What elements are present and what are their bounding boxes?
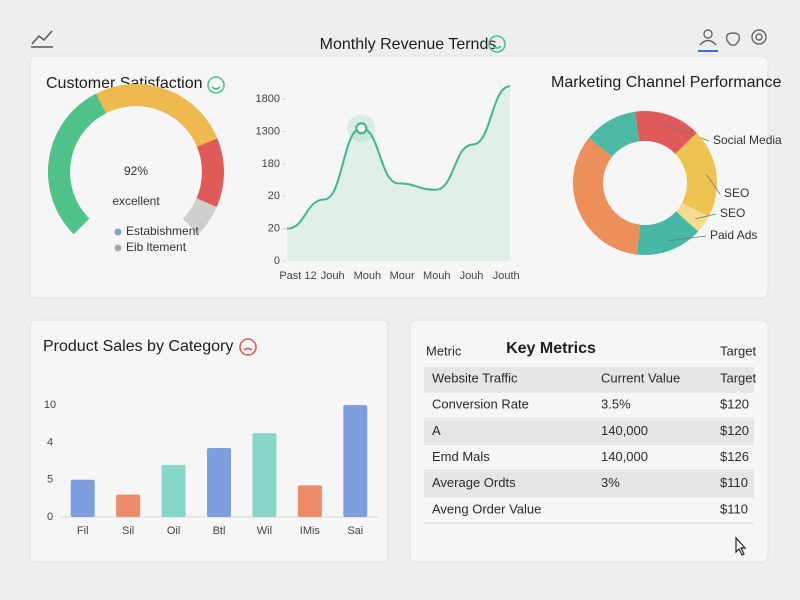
donut-label: SEO xyxy=(724,186,749,200)
cell-target: $120 xyxy=(720,397,749,412)
bar-title: Product Sales by Category xyxy=(43,338,233,355)
bar xyxy=(70,479,95,517)
cell-value: 3% xyxy=(601,475,620,490)
bar xyxy=(161,464,186,517)
cell-target: $120 xyxy=(720,423,749,438)
y-tick-label: 1300 xyxy=(256,125,280,137)
x-tick-label: Past 12 xyxy=(279,270,316,282)
cell-metric: Conversion Rate xyxy=(432,397,529,412)
bar xyxy=(116,494,141,517)
x-tick-label: Wil xyxy=(257,525,272,537)
y-tick-label: 0 xyxy=(274,255,280,267)
legend-label: Estabishment xyxy=(126,224,199,238)
y-tick-label: 10 xyxy=(44,399,56,411)
user-icons[interactable] xyxy=(698,29,767,52)
app-logo[interactable] xyxy=(31,30,53,48)
legend-dot xyxy=(114,244,122,252)
x-tick-label: Mour xyxy=(390,270,415,282)
cell-metric: A xyxy=(432,423,441,438)
x-tick-label: Mouh xyxy=(423,270,451,282)
leader-line xyxy=(695,213,717,220)
bar xyxy=(343,405,368,517)
cell-metric: Emd Mals xyxy=(432,449,490,464)
y-tick-label: 1800 xyxy=(256,93,280,105)
leader-line xyxy=(665,124,710,142)
cell-value: Current Value xyxy=(601,370,680,385)
leader-line xyxy=(666,235,707,242)
donut-label: Social Media xyxy=(713,133,782,147)
gauge-value: 92% xyxy=(124,164,148,178)
row-band xyxy=(424,471,754,496)
y-tick-label: 0 xyxy=(47,511,53,523)
y-tick-label: 4 xyxy=(47,436,53,448)
smiley xyxy=(239,338,257,356)
x-tick-label: Oil xyxy=(167,525,180,537)
x-tick-label: Mouh xyxy=(354,270,382,282)
x-tick-label: Sil xyxy=(122,525,134,537)
table-column: Metric xyxy=(426,343,462,358)
smiley xyxy=(207,76,225,94)
leader-line xyxy=(706,174,721,195)
cell-value: 3.5% xyxy=(601,397,631,412)
row-band xyxy=(424,367,754,391)
donut-slice xyxy=(675,132,717,217)
cell-target: $110 xyxy=(720,501,748,516)
table-column: Target xyxy=(720,343,757,358)
gauge-caption: excellent xyxy=(112,194,160,208)
line-area xyxy=(287,86,510,262)
x-tick-label: Btl xyxy=(213,525,226,537)
donut-slice xyxy=(636,211,699,255)
point xyxy=(355,122,368,135)
y-tick-label: 180 xyxy=(262,158,280,170)
legend-label: Eib ltement xyxy=(126,240,187,254)
y-tick-label: 5 xyxy=(47,474,53,486)
legend-dot xyxy=(114,228,122,236)
cell-metric: Average Ordts xyxy=(432,475,516,490)
cell-value: 140,000 xyxy=(601,423,648,438)
cell-metric: Website Traffic xyxy=(432,370,518,385)
donut-slice xyxy=(588,111,640,157)
x-tick-label: Fil xyxy=(77,525,89,537)
donut-label: SEO xyxy=(720,206,745,220)
x-tick-label: IMis xyxy=(300,525,321,537)
row-band xyxy=(424,419,754,444)
donut-label: Paid Ads xyxy=(710,228,757,242)
line xyxy=(286,85,511,230)
donut-slice xyxy=(573,137,641,255)
x-tick-label: Jouh xyxy=(460,270,484,282)
x-tick-label: Sai xyxy=(347,525,363,537)
cursor xyxy=(735,536,747,556)
cell-metric: Aveng Order Value xyxy=(432,501,541,516)
cell-value: 140,000 xyxy=(601,449,648,464)
top-card xyxy=(29,55,769,299)
x-tick-label: Jouth xyxy=(493,270,520,282)
smiley xyxy=(488,35,506,53)
gauge-title: Customer Satisfaction xyxy=(46,75,203,92)
cell-target: $126 xyxy=(720,449,749,464)
donut-title: Marketing Channel Performance xyxy=(551,74,781,91)
bar xyxy=(297,485,322,517)
bar xyxy=(252,433,277,517)
bar xyxy=(207,448,231,517)
gauge-arc xyxy=(196,138,224,207)
donut-slice xyxy=(676,202,709,232)
line-title: Monthly Revenue Ternds xyxy=(320,36,497,53)
table-title: Key Metrics xyxy=(506,340,596,357)
y-tick-label: 20 xyxy=(268,223,280,235)
cell-target: $110 xyxy=(720,475,748,490)
cell-target: Target xyxy=(720,370,757,385)
donut-slice xyxy=(634,111,697,154)
gauge-arc xyxy=(96,84,218,148)
x-tick-label: Jouh xyxy=(321,270,345,282)
y-tick-label: 20 xyxy=(268,190,280,202)
gauge-arc xyxy=(48,93,107,235)
